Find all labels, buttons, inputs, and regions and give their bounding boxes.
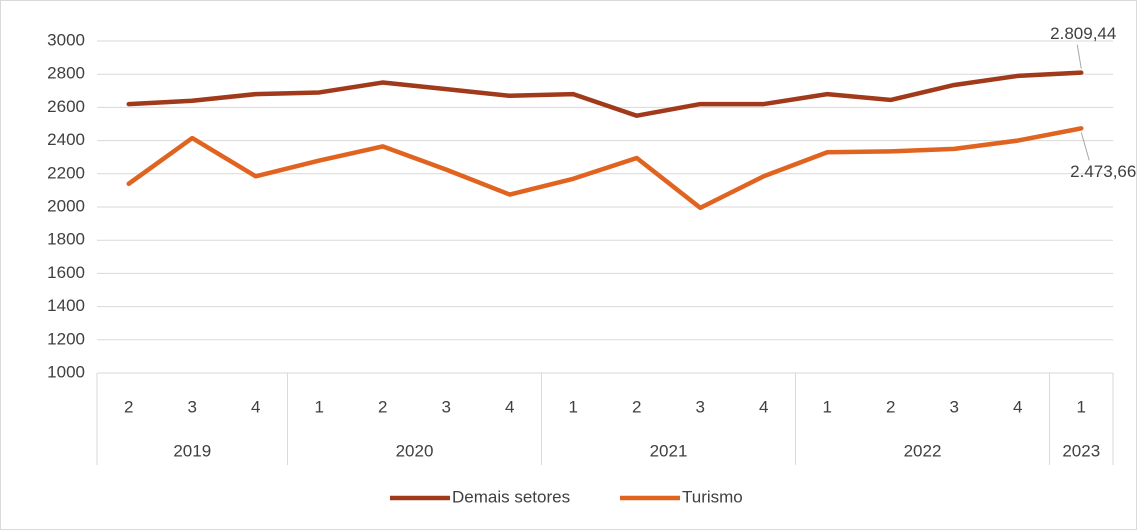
x-tick-label: 4 — [1013, 397, 1022, 416]
y-tick-label: 1800 — [47, 230, 85, 249]
data-label: 2.473,66 — [1070, 162, 1136, 181]
x-tick-label: 2 — [124, 397, 133, 416]
x-group-label: 2021 — [650, 441, 688, 460]
y-tick-label: 2800 — [47, 64, 85, 83]
x-tick-label: 3 — [950, 397, 959, 416]
x-tick-label: 2 — [378, 397, 387, 416]
y-tick-label: 2600 — [47, 97, 85, 116]
x-tick-label: 3 — [188, 397, 197, 416]
x-group-label: 2019 — [173, 441, 211, 460]
legend-label: Turismo — [682, 487, 743, 506]
x-group-label: 2023 — [1062, 441, 1100, 460]
y-tick-label: 2400 — [47, 130, 85, 149]
x-group-label: 2020 — [396, 441, 434, 460]
x-tick-label: 4 — [251, 397, 260, 416]
y-tick-label: 3000 — [47, 30, 85, 49]
x-tick-label: 1 — [1077, 397, 1086, 416]
y-tick-label: 1400 — [47, 296, 85, 315]
y-tick-label: 2000 — [47, 196, 85, 215]
legend-label: Demais setores — [452, 487, 570, 506]
x-tick-label: 1 — [823, 397, 832, 416]
x-tick-label: 3 — [442, 397, 451, 416]
y-tick-label: 1200 — [47, 329, 85, 348]
x-tick-label: 2 — [632, 397, 641, 416]
x-tick-label: 3 — [696, 397, 705, 416]
x-tick-label: 4 — [505, 397, 514, 416]
y-tick-label: 2200 — [47, 163, 85, 182]
label-leader — [1080, 132, 1090, 161]
x-tick-label: 1 — [315, 397, 324, 416]
y-tick-label: 1600 — [47, 263, 85, 282]
x-tick-label: 1 — [569, 397, 578, 416]
x-tick-label: 4 — [759, 397, 768, 416]
label-leader — [1076, 44, 1082, 69]
data-label: 2.809,44 — [1050, 24, 1116, 43]
x-group-label: 2022 — [904, 441, 942, 460]
x-tick-label: 2 — [886, 397, 895, 416]
y-tick-label: 1000 — [47, 362, 85, 381]
series-line — [126, 126, 1084, 211]
series-line — [126, 70, 1084, 118]
